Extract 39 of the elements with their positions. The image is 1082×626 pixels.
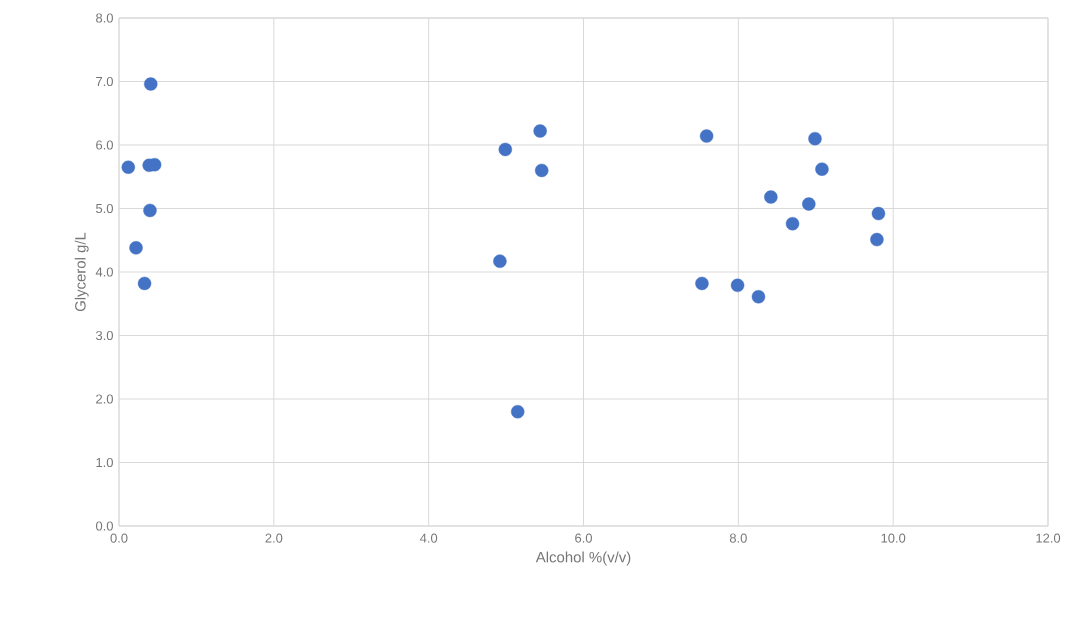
y-axis-title: Glycerol g/L xyxy=(74,232,89,312)
point xyxy=(871,206,886,221)
x-axis-title: Alcohol %(v/v) xyxy=(535,551,631,566)
y-tick-label: 7.0 xyxy=(96,76,113,87)
x-tick-label: 12.0 xyxy=(1036,533,1061,543)
y-tick-label: 0.0 xyxy=(95,521,113,531)
point xyxy=(695,276,709,291)
point xyxy=(137,276,152,291)
point xyxy=(815,162,829,176)
point xyxy=(498,142,513,157)
point xyxy=(533,124,547,138)
y-tick-label: 3.0 xyxy=(95,330,113,341)
point xyxy=(730,278,745,293)
y-tick-label: 6.0 xyxy=(96,140,113,150)
point xyxy=(764,190,778,204)
point xyxy=(144,77,158,91)
x-tick-label: 6.0 xyxy=(575,533,593,543)
point xyxy=(121,160,135,174)
point xyxy=(129,241,143,255)
point xyxy=(511,405,525,419)
y-tick-label: 5.0 xyxy=(95,203,113,214)
y-tick-label: 1.0 xyxy=(96,457,113,468)
y-tick-label: 2.0 xyxy=(96,394,113,404)
point xyxy=(493,254,507,268)
x-tick-label: 4.0 xyxy=(419,533,438,543)
y-tick-label: 8.0 xyxy=(96,13,113,23)
x-tick-label: 8.0 xyxy=(729,533,747,543)
point xyxy=(699,129,714,143)
point xyxy=(785,217,800,231)
point xyxy=(751,290,766,304)
point xyxy=(802,197,816,211)
point xyxy=(808,131,822,146)
x-tick-label: 10.0 xyxy=(881,533,906,543)
x-tick-label: 0.0 xyxy=(110,533,128,543)
y-tick-label: 4.0 xyxy=(95,267,113,277)
point xyxy=(870,232,884,247)
point xyxy=(535,163,549,178)
x-tick-label: 2.0 xyxy=(265,533,283,543)
point xyxy=(143,203,157,218)
